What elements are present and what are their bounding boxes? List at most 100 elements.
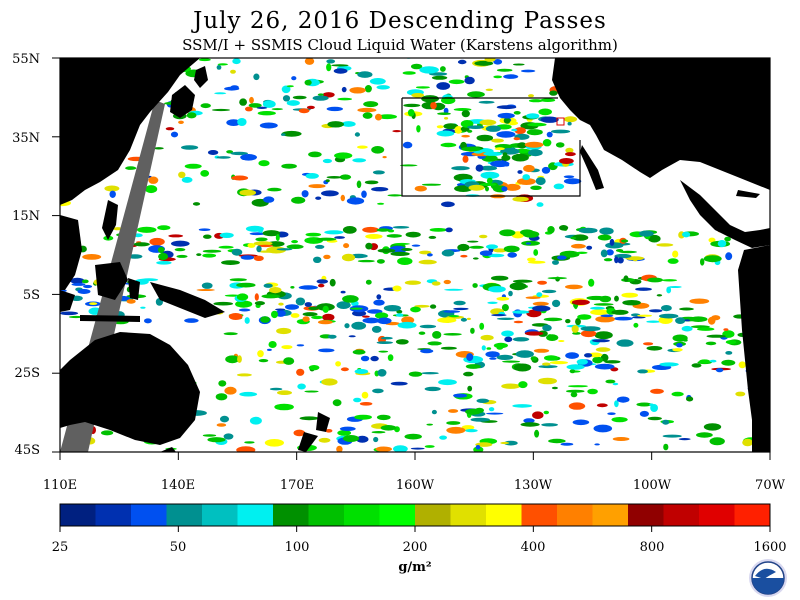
cloud-patch <box>258 160 270 167</box>
cloud-patch <box>375 312 389 319</box>
cloud-patch <box>621 292 638 298</box>
cloud-patch <box>315 244 325 249</box>
cloud-patch <box>198 58 211 62</box>
cloud-patch <box>617 257 624 264</box>
cloud-patch <box>410 306 421 313</box>
cloud-patch <box>593 424 613 433</box>
cloud-patch <box>327 334 337 339</box>
cloud-patch <box>501 330 514 337</box>
cloud-patch <box>596 403 608 408</box>
cloud-patch <box>697 327 715 331</box>
cloud-patch <box>361 190 367 198</box>
cloud-patch <box>565 152 576 157</box>
cloud-patch <box>643 342 654 346</box>
cloud-patch <box>453 108 472 111</box>
cloud-patch <box>277 390 292 396</box>
cloud-patch <box>378 350 389 353</box>
cloud-patch <box>401 248 413 251</box>
cloud-patch <box>245 106 253 112</box>
cloud-patch <box>678 438 691 441</box>
colorbar-swatch <box>166 504 203 526</box>
cloud-patch <box>269 387 283 391</box>
cloud-patch <box>407 109 415 117</box>
cloud-patch <box>475 445 481 450</box>
cloud-patch <box>219 232 234 238</box>
cloud-patch <box>437 317 457 324</box>
cloud-patch <box>440 66 446 72</box>
cloud-patch <box>332 399 342 407</box>
cloud-patch <box>485 351 500 358</box>
cloud-patch <box>426 423 434 426</box>
cloud-patch <box>71 282 86 286</box>
cloud-patch <box>211 108 231 112</box>
cloud-patch <box>304 58 315 65</box>
cloud-patch <box>231 248 243 256</box>
colorbar-swatch <box>415 504 451 526</box>
cloud-patch <box>420 349 434 354</box>
cloud-patch <box>496 68 513 72</box>
cloud-patch <box>599 227 614 235</box>
cloud-patch <box>517 178 536 185</box>
cloud-patch <box>302 312 318 317</box>
cloud-patch <box>230 151 248 156</box>
cloud-patch <box>232 58 241 65</box>
cloud-patch <box>527 122 547 127</box>
cloud-patch <box>606 249 614 256</box>
cloud-patch <box>552 299 561 308</box>
cloud-patch <box>584 353 593 358</box>
colorbar-swatch <box>131 504 167 526</box>
cloud-patch <box>497 112 515 119</box>
cloud-patch <box>571 325 579 333</box>
cloud-patch <box>174 248 186 252</box>
cloud-patch <box>483 151 503 156</box>
cloud-patch <box>446 426 466 434</box>
cloud-patch <box>479 322 485 330</box>
cloud-patch <box>421 183 442 186</box>
cloud-patch <box>305 173 319 179</box>
cloud-patch <box>336 301 351 309</box>
cloud-patch <box>614 253 632 259</box>
cloud-patch <box>555 142 565 148</box>
cloud-patch <box>83 284 93 289</box>
cloud-patch <box>354 414 372 420</box>
cloud-patch <box>369 78 386 85</box>
cloud-patch <box>469 245 484 249</box>
cloud-patch <box>649 309 663 313</box>
cloud-patch <box>335 361 341 367</box>
cloud-patch <box>488 286 506 293</box>
cloud-patch <box>725 340 737 345</box>
cloud-patch <box>431 409 437 415</box>
cloud-patch <box>213 301 233 306</box>
cloud-patch <box>523 418 535 424</box>
cloud-patch <box>383 305 401 312</box>
cloud-patch <box>443 333 462 336</box>
cloud-patch <box>675 317 686 324</box>
cloud-patch <box>560 442 574 446</box>
cloud-patch <box>443 123 459 130</box>
cloud-patch <box>467 385 473 392</box>
cloud-patch <box>557 255 567 260</box>
cloud-patch <box>659 362 679 367</box>
cloud-patch <box>607 412 616 416</box>
lon-label: 140E <box>160 478 196 493</box>
cloud-patch <box>538 108 552 116</box>
cloud-patch <box>404 280 421 285</box>
cloud-patch <box>682 231 691 238</box>
cloud-patch <box>571 243 586 249</box>
cloud-patch <box>372 388 384 394</box>
cloud-patch <box>580 330 597 338</box>
cloud-patch <box>491 138 504 143</box>
cloud-patch <box>336 445 343 452</box>
colorbar-swatch <box>237 504 274 526</box>
lon-label: 170E <box>279 478 315 493</box>
cloud-patch <box>683 338 688 342</box>
cloud-patch <box>541 289 557 294</box>
cloud-patch <box>254 301 265 306</box>
cloud-patch <box>414 185 427 192</box>
cloud-patch <box>587 388 598 395</box>
cloud-patch <box>125 166 137 170</box>
cloud-patch <box>395 313 404 317</box>
cloud-patch <box>229 278 247 282</box>
cloud-patch <box>470 327 475 334</box>
cloud-patch <box>218 380 227 387</box>
